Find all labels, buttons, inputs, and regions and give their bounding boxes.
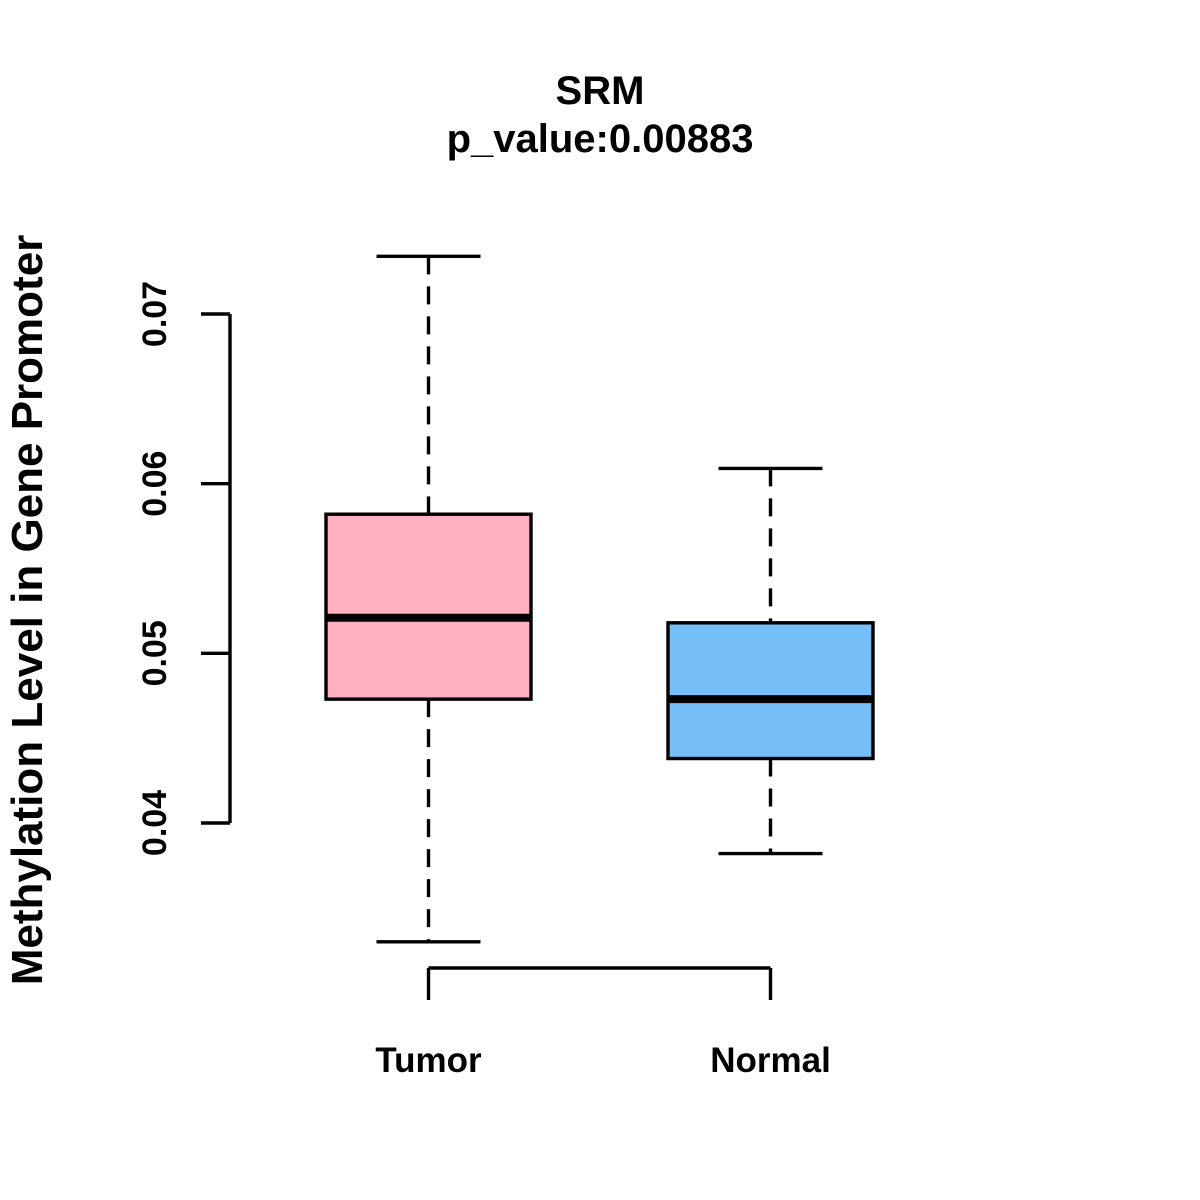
boxplot-tumor <box>324 254 533 944</box>
x-category-label: Normal <box>710 1041 831 1080</box>
chart-title: SRM <box>556 69 645 113</box>
boxplot-normal <box>666 466 875 856</box>
y-tick-label: 0.06 <box>136 451 174 517</box>
boxplot-series <box>324 254 875 944</box>
iqr-box <box>324 512 533 701</box>
chart-subtitle: p_value:0.00883 <box>447 117 754 161</box>
y-axis: 0.04 0.05 0.06 0.07 <box>136 281 232 856</box>
x-category-label: Tumor <box>375 1041 482 1080</box>
y-tick-label: 0.05 <box>136 620 174 686</box>
y-axis-label: Methylation Level in Gene Promoter <box>3 235 52 986</box>
iqr-box <box>666 621 875 761</box>
y-tick-label: 0.04 <box>136 790 174 856</box>
x-axis: Tumor Normal <box>375 966 831 1080</box>
y-tick-label: 0.07 <box>136 281 174 347</box>
